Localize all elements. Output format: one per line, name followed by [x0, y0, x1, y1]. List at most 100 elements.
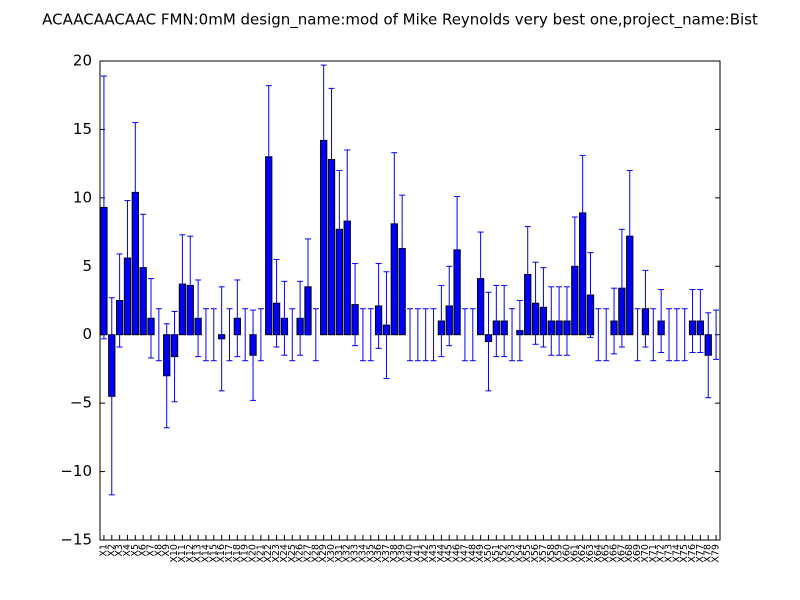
error-bar: [524, 226, 531, 323]
error-bar: [579, 154, 586, 271]
error-bar: [705, 312, 712, 399]
x-tick-label: X64: [593, 544, 604, 563]
error-bar: [336, 169, 343, 289]
x-tick-label: X50: [483, 544, 494, 563]
error-bar: [320, 64, 327, 217]
x-tick-label: X66: [609, 544, 620, 563]
x-tick-label: X44: [436, 544, 447, 563]
error-bar: [163, 323, 170, 429]
x-tick-label: X7: [146, 544, 157, 557]
error-bar: [359, 308, 366, 362]
x-tick-label: X72: [656, 544, 667, 563]
x-tick-label: X26: [295, 544, 306, 563]
x-tick-label: X70: [640, 544, 651, 563]
error-bar: [140, 213, 147, 322]
x-tick-label: X28: [310, 544, 321, 563]
x-tick-label: X55: [522, 544, 533, 563]
error-bar: [234, 279, 241, 358]
x-tick-label: X47: [459, 544, 470, 563]
x-tick-label: X3: [114, 544, 125, 557]
x-tick-label: X11: [177, 544, 188, 563]
chart-title: ACAACAACAAC FMN:0mM design_name:mod of M…: [42, 11, 758, 30]
error-bar: [713, 309, 720, 360]
error-bar: [391, 152, 398, 296]
y-tick-label: 0: [82, 325, 92, 343]
error-bar: [414, 308, 421, 362]
error-bar: [477, 231, 484, 326]
x-tick-label: X5: [130, 544, 141, 557]
error-bar: [485, 291, 492, 392]
x-tick-label: X59: [554, 544, 565, 563]
y-tick-label: 15: [73, 120, 92, 138]
error-bar: [571, 216, 578, 317]
x-tick-label: X53: [507, 544, 518, 563]
x-tick-label: X4: [122, 544, 133, 557]
error-bar: [155, 308, 162, 362]
error-bar: [658, 289, 665, 354]
error-bar: [171, 310, 178, 403]
x-tick-label: X8: [153, 544, 164, 557]
error-bar: [148, 278, 155, 359]
error-bar: [461, 308, 468, 362]
error-bar: [187, 235, 194, 336]
plot-frame: [99, 60, 721, 541]
x-tick-label: X6: [138, 544, 149, 557]
error-bar: [124, 200, 131, 317]
error-bar: [438, 284, 445, 358]
error-bar: [132, 122, 139, 263]
error-bar: [430, 308, 437, 362]
x-tick-label: X15: [208, 544, 219, 563]
error-bar: [548, 286, 555, 356]
error-bar: [195, 279, 202, 358]
error-bar: [665, 308, 672, 362]
x-tick-label: X12: [185, 544, 196, 563]
x-tick-label: X1: [98, 544, 109, 557]
error-bar: [210, 308, 217, 362]
error-bar: [595, 308, 602, 362]
y-tick-label: 10: [73, 188, 92, 206]
x-tick-label: X9: [161, 544, 172, 557]
x-tick-label: X78: [703, 544, 714, 563]
error-bar: [540, 267, 547, 348]
error-bar: [375, 263, 382, 349]
error-bar: [509, 308, 516, 362]
error-bar: [281, 280, 288, 356]
error-bar: [297, 280, 304, 356]
error-bar: [642, 269, 649, 348]
x-tick-label: X24: [279, 544, 290, 563]
error-bar: [454, 195, 461, 304]
error-bar: [116, 253, 123, 348]
x-tick-label: X40: [405, 544, 416, 563]
x-tick-label: X27: [302, 544, 313, 563]
error-bar: [250, 309, 257, 401]
error-bar: [352, 263, 359, 347]
error-bar: [242, 308, 249, 362]
error-bar: [289, 308, 296, 362]
error-bar: [681, 308, 688, 362]
x-tick-label: X45: [444, 544, 455, 563]
x-tick-label: X42: [420, 544, 431, 563]
x-tick-label: X18: [232, 544, 243, 563]
x-tick-label: X39: [397, 544, 408, 563]
error-bar: [563, 286, 570, 356]
x-tick-label: X62: [577, 544, 588, 563]
error-bar: [257, 308, 264, 362]
error-bar: [532, 261, 539, 345]
error-bar: [367, 308, 374, 362]
x-tick-label: X20: [248, 544, 259, 563]
x-tick-label: X38: [389, 544, 400, 563]
x-tick-label: X61: [569, 544, 580, 563]
y-tick-label: 5: [82, 257, 92, 275]
error-bar: [422, 308, 429, 362]
y-tick-label: −10: [60, 462, 92, 480]
error-bar: [516, 300, 523, 362]
x-tick-label: X19: [240, 544, 251, 563]
error-bar: [218, 286, 225, 392]
error-bar: [202, 308, 209, 362]
x-tick-label: X37: [381, 544, 392, 563]
x-tick-label: X77: [695, 544, 706, 563]
x-tick-label: X68: [624, 544, 635, 563]
error-bar: [179, 234, 186, 334]
x-tick-label: X23: [271, 544, 282, 563]
